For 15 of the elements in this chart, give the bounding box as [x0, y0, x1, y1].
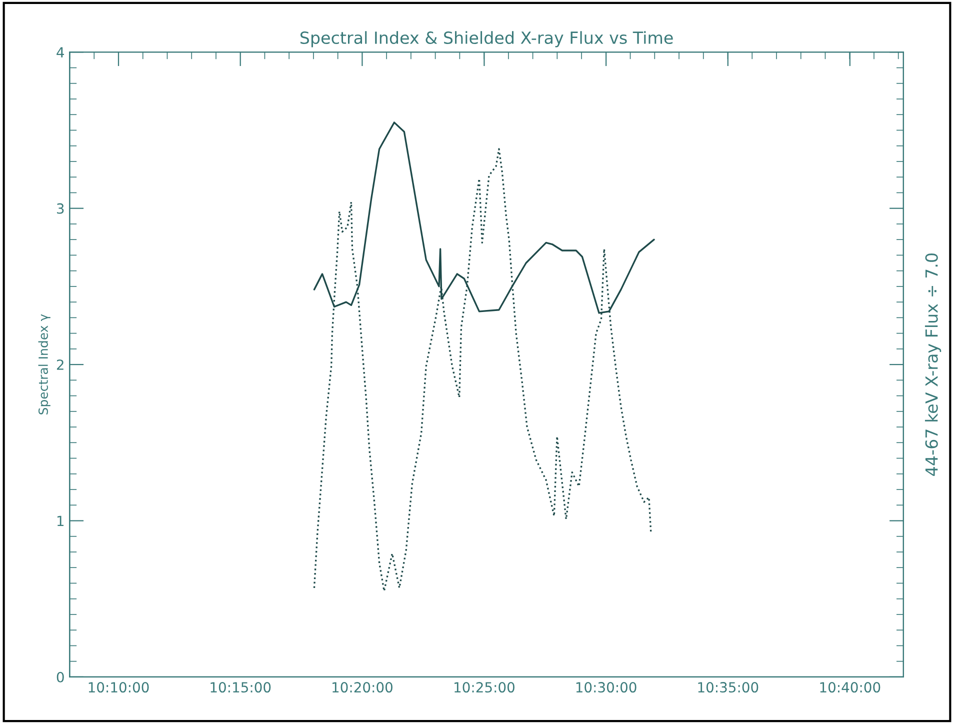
y2-axis-title: 44-67 keV X-ray Flux ÷ 7.0	[924, 254, 942, 476]
x-tick-label: 10:20:00	[332, 682, 392, 693]
x-tick-label: 10:30:00	[576, 682, 636, 693]
x-tick-label: 10:15:00	[210, 682, 271, 693]
y-tick-label: 3	[57, 203, 64, 214]
y-axis-title: Spectral Index γ	[38, 314, 50, 414]
x-tick-label: 10:10:00	[88, 682, 149, 693]
x-tick-label: 10:35:00	[698, 682, 758, 693]
x-tick-label: 10:40:00	[820, 682, 880, 693]
chart-title: Spectral Index & Shielded X-ray Flux vs Time	[300, 31, 673, 48]
y-tick-label: 0	[56, 672, 64, 682]
x-tick-label: 10:25:00	[454, 682, 514, 693]
y-tick-label: 4	[56, 47, 64, 58]
y-tick-label: 1	[57, 516, 64, 526]
y-tick-label: 2	[56, 360, 64, 370]
